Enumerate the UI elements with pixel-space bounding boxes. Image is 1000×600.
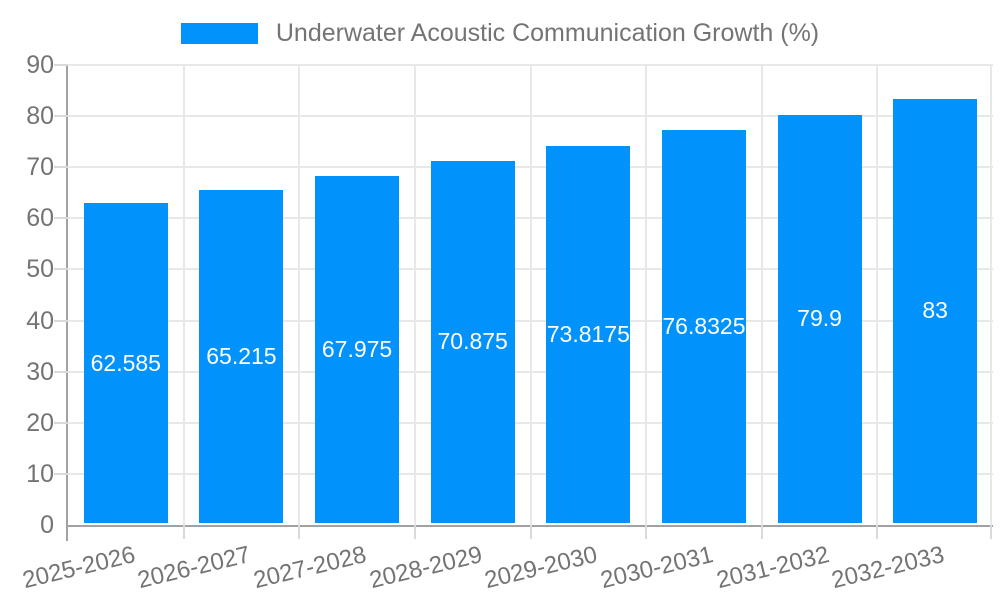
x-gridline [298, 65, 301, 525]
y-tick [54, 319, 68, 322]
x-tick [298, 525, 301, 539]
x-tick-label: 2032-2033 [829, 541, 948, 595]
y-tick [54, 217, 68, 220]
x-gridline [529, 65, 532, 525]
bar-value-label: 73.8175 [546, 320, 630, 347]
x-gridline [413, 65, 416, 525]
x-tick-label: 2029-2030 [482, 541, 601, 595]
bar-value-label: 83 [922, 297, 948, 324]
x-gridline [876, 65, 879, 525]
y-tick [54, 166, 68, 169]
x-tick-label: 2025-2026 [19, 541, 138, 595]
y-axis-line [66, 65, 68, 541]
x-tick [529, 525, 532, 539]
y-tick-label: 50 [26, 255, 54, 284]
y-tick-label: 20 [26, 408, 54, 437]
bar-value-label: 67.975 [321, 335, 393, 362]
bar[interactable]: 79.9 [777, 114, 862, 523]
y-tick-label: 60 [26, 204, 54, 233]
x-tick [413, 525, 416, 539]
x-tick-label: 2030-2031 [597, 541, 716, 595]
bar[interactable]: 65.215 [199, 189, 284, 523]
x-gridline [645, 65, 648, 525]
bar[interactable]: 67.975 [315, 175, 400, 523]
x-tick-label: 2028-2029 [366, 541, 485, 595]
bar-value-label: 76.8325 [662, 313, 746, 340]
legend-item[interactable]: Underwater Acoustic Communication Growth… [180, 19, 820, 47]
x-tick [645, 525, 648, 539]
legend-label: Underwater Acoustic Communication Growth… [275, 19, 820, 47]
legend-swatch-icon [180, 23, 258, 44]
x-tick [990, 525, 992, 539]
bar[interactable]: 76.8325 [661, 130, 746, 523]
y-tick-label: 30 [26, 357, 54, 386]
y-tick [54, 268, 68, 271]
y-tick-label: 80 [26, 102, 54, 131]
x-gridline [182, 65, 185, 525]
y-tick-label: 70 [26, 153, 54, 182]
chart-legend: Underwater Acoustic Communication Growth… [0, 21, 1000, 46]
y-tick [54, 64, 68, 66]
x-gridline [990, 65, 992, 525]
x-tick [876, 525, 879, 539]
bar[interactable]: 62.585 [83, 203, 168, 523]
x-gridline [760, 65, 763, 525]
y-tick-label: 0 [40, 511, 54, 539]
bar[interactable]: 83 [893, 98, 978, 523]
x-tick [182, 525, 185, 539]
plot-area: 0 10 20 30 40 50 60 70 80 90 62.585 2025-2026 65.215… [20, 53, 993, 594]
y-tick [54, 115, 68, 118]
y-tick-label: 10 [26, 459, 54, 488]
y-tick-label: 90 [26, 51, 54, 79]
x-tick-label: 2027-2028 [250, 541, 369, 595]
x-tick-label: 2026-2027 [135, 541, 254, 595]
y-tick [54, 421, 68, 424]
y-tick-label: 40 [26, 306, 54, 335]
x-tick [760, 525, 763, 539]
bar-value-label: 79.9 [797, 305, 842, 332]
y-tick [54, 472, 68, 475]
x-tick-label: 2031-2032 [713, 541, 832, 595]
y-tick [54, 370, 68, 373]
bar-value-label: 65.215 [206, 342, 277, 369]
bar-value-label: 70.875 [437, 328, 508, 355]
bar[interactable]: 70.875 [430, 160, 515, 523]
bar-value-label: 62.585 [90, 349, 161, 376]
bar[interactable]: 73.8175 [546, 145, 631, 523]
